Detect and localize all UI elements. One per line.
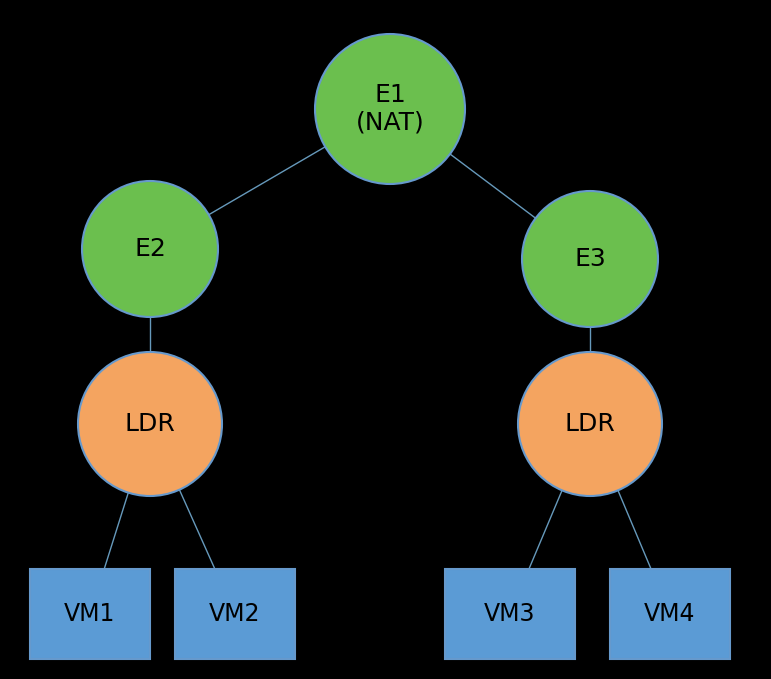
Text: VM4: VM4 (645, 602, 695, 626)
FancyBboxPatch shape (30, 569, 150, 659)
FancyBboxPatch shape (175, 569, 295, 659)
Text: E2: E2 (134, 237, 166, 261)
Circle shape (518, 352, 662, 496)
Text: E1
(NAT): E1 (NAT) (355, 83, 424, 135)
FancyBboxPatch shape (445, 569, 575, 659)
Circle shape (82, 181, 218, 317)
Text: VM3: VM3 (484, 602, 536, 626)
Circle shape (315, 34, 465, 184)
Text: E3: E3 (574, 247, 606, 271)
Text: VM1: VM1 (64, 602, 116, 626)
Text: LDR: LDR (564, 412, 615, 436)
Circle shape (78, 352, 222, 496)
Text: VM2: VM2 (209, 602, 261, 626)
Text: LDR: LDR (125, 412, 175, 436)
Circle shape (522, 191, 658, 327)
FancyBboxPatch shape (610, 569, 730, 659)
